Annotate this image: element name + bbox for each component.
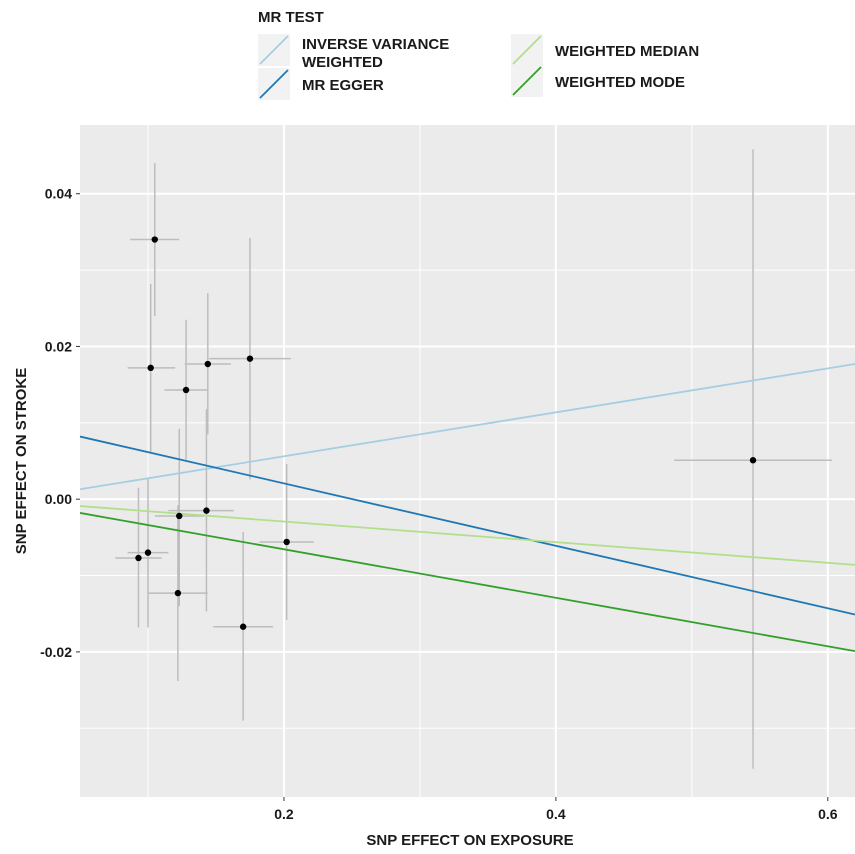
data-point (283, 538, 290, 546)
data-point (203, 507, 210, 514)
legend-item: WEIGHTED MODE (511, 65, 685, 97)
legend-items: INVERSE VARIANCE WEIGHTED MR EGGER WEIGHTED… (258, 34, 699, 100)
legend-item: MR EGGER (258, 68, 384, 100)
y-axis-label: SNP EFFECT ON STROKE (13, 368, 30, 554)
legend-key-line (259, 69, 289, 99)
legend-key-line (512, 66, 542, 96)
grid-major (80, 125, 855, 797)
legend-label: MR EGGER (302, 77, 384, 94)
y-axis-ticks: -0.02 0.00 0.02 0.04 (40, 186, 80, 660)
legend-label: INVERSE VARIANCE WEIGHTED (302, 36, 449, 71)
data-point (144, 549, 152, 556)
y-tick-label: 0.04 (45, 186, 72, 202)
data-point (182, 386, 190, 394)
data-point (204, 360, 212, 368)
line-weighted-median (79, 505, 855, 566)
x-tick-label: 0.6 (818, 806, 838, 822)
legend-item: WEIGHTED MEDIAN (511, 34, 699, 66)
line-mr-egger (79, 435, 855, 616)
data-point (749, 457, 757, 464)
legend-label: WEIGHTED MODE (555, 74, 685, 91)
y-tick-label: -0.02 (40, 644, 72, 660)
line-inverse-variance-weighted (79, 363, 855, 491)
x-tick-label: 0.2 (274, 806, 294, 822)
x-axis-label: SNP EFFECT ON EXPOSURE (366, 832, 573, 849)
data-point (147, 364, 154, 372)
legend-item: INVERSE VARIANCE WEIGHTED (258, 34, 449, 71)
data-points (135, 236, 757, 630)
grid-minor (80, 125, 855, 797)
legend: MR TEST INVERSE VARIANCE WEIGHTED MR EGGER… (258, 9, 699, 100)
regression-lines (79, 363, 855, 653)
data-point (174, 589, 182, 597)
data-point (239, 623, 247, 630)
legend-label: WEIGHTED MEDIAN (555, 43, 699, 60)
data-point (246, 355, 254, 362)
legend-key-line (512, 35, 542, 65)
y-tick-label: 0.02 (45, 338, 72, 354)
plot-panel (80, 125, 855, 797)
x-axis-ticks: 0.2 0.4 0.6 (274, 797, 838, 822)
legend-title: MR TEST (258, 9, 324, 26)
x-tick-label: 0.4 (546, 806, 566, 822)
line-weighted-mode (79, 512, 855, 653)
data-point (151, 236, 158, 243)
y-tick-label: 0.00 (45, 491, 72, 507)
data-point (176, 512, 183, 520)
data-point (135, 554, 142, 562)
legend-key-line (259, 35, 289, 65)
